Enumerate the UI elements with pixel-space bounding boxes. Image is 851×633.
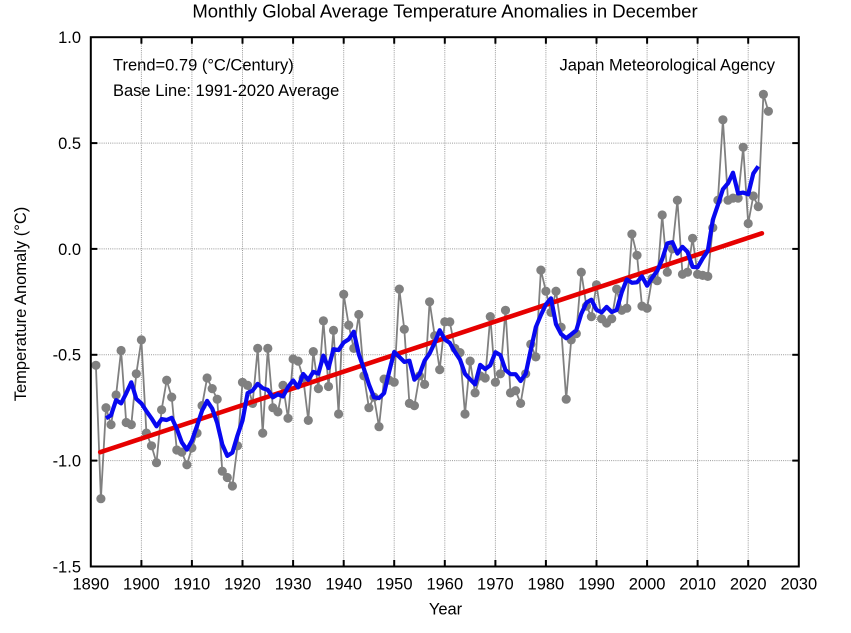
svg-text:1960: 1960 — [426, 576, 463, 594]
svg-text:1930: 1930 — [275, 576, 312, 594]
svg-text:1980: 1980 — [528, 576, 565, 594]
svg-text:2030: 2030 — [780, 576, 817, 594]
svg-text:0.5: 0.5 — [58, 135, 81, 153]
svg-text:Japan Meteorological Agency: Japan Meteorological Agency — [559, 57, 775, 75]
svg-text:Monthly Global Average Tempera: Monthly Global Average Temperature Anoma… — [192, 1, 697, 22]
svg-text:1.0: 1.0 — [58, 29, 81, 47]
svg-text:-1.0: -1.0 — [53, 453, 81, 471]
svg-text:1940: 1940 — [325, 576, 362, 594]
svg-text:1950: 1950 — [376, 576, 413, 594]
svg-text:1890: 1890 — [72, 576, 109, 594]
svg-text:1900: 1900 — [123, 576, 160, 594]
svg-text:1970: 1970 — [477, 576, 514, 594]
svg-text:-0.5: -0.5 — [53, 347, 81, 365]
svg-text:Year: Year — [429, 601, 463, 619]
svg-text:2010: 2010 — [679, 576, 716, 594]
svg-text:Temperature Anomaly (°C): Temperature Anomaly (°C) — [12, 207, 30, 402]
svg-text:Trend=0.79 (°C/Century): Trend=0.79 (°C/Century) — [113, 57, 294, 75]
svg-text:-1.5: -1.5 — [53, 558, 81, 576]
svg-text:0.0: 0.0 — [58, 241, 81, 259]
svg-text:1910: 1910 — [174, 576, 211, 594]
svg-text:2000: 2000 — [629, 576, 666, 594]
svg-text:2020: 2020 — [730, 576, 767, 594]
svg-text:Base Line: 1991-2020 Average: Base Line: 1991-2020 Average — [113, 82, 339, 100]
svg-text:1920: 1920 — [224, 576, 261, 594]
svg-text:1990: 1990 — [578, 576, 615, 594]
